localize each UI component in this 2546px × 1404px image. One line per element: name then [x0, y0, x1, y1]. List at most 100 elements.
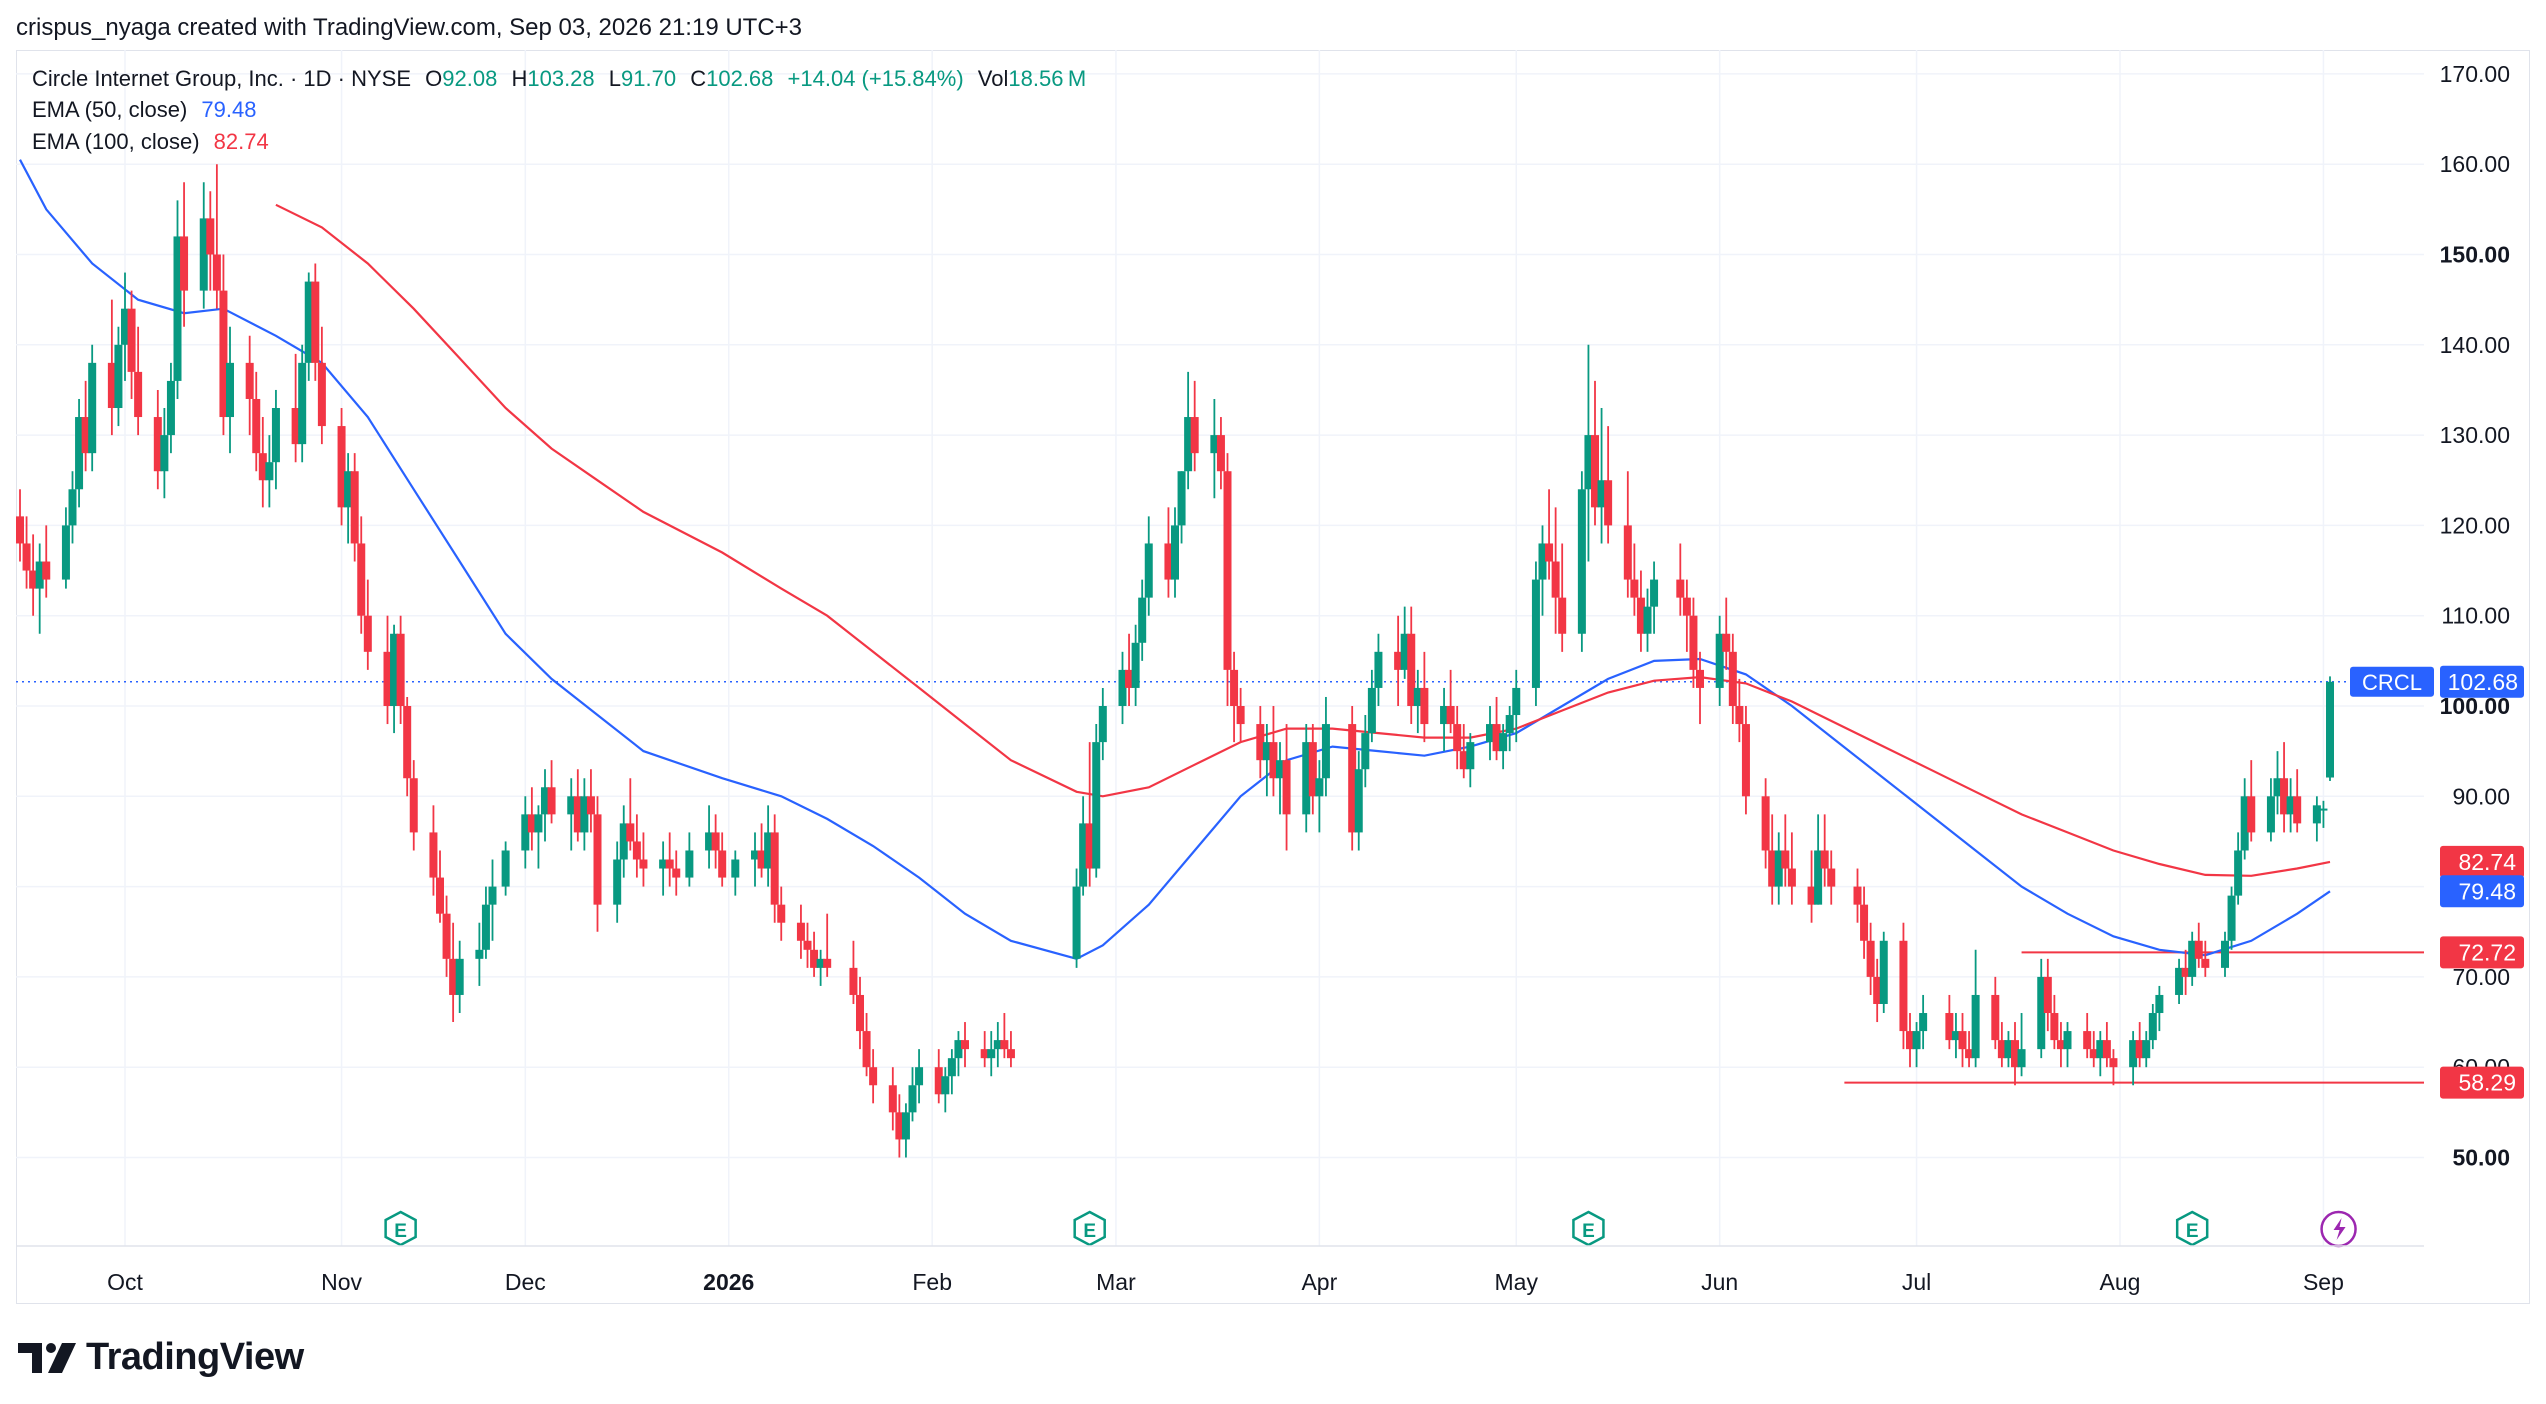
- candle: [1072, 868, 1081, 968]
- candle-body: [901, 1112, 910, 1140]
- candle-body: [862, 1031, 871, 1068]
- candle: [2063, 1022, 2072, 1068]
- candle-body: [711, 832, 720, 851]
- candle: [442, 895, 451, 977]
- symbol-title: Circle Internet Group, Inc. · 1D · NYSE: [32, 66, 412, 91]
- candle-body: [61, 525, 70, 580]
- price-labels: 82.74 79.48 72.72 58.29 CRCL 102.68: [2350, 665, 2524, 1099]
- candle: [803, 922, 812, 968]
- candle-body: [2181, 967, 2190, 977]
- candle-body: [1591, 435, 1599, 508]
- candle-body: [1781, 850, 1790, 869]
- candle-body: [1997, 1040, 2006, 1059]
- candle: [1682, 579, 1691, 652]
- earnings-icon: E: [2175, 1210, 2209, 1247]
- candle: [1774, 832, 1783, 905]
- candle: [1879, 931, 1888, 1014]
- chart-frame: [16, 50, 2530, 1304]
- candle-body: [501, 850, 510, 887]
- legend-ema50[interactable]: EMA (50, close) 79.48: [32, 97, 264, 123]
- candle: [810, 931, 819, 977]
- close-value: 102.68: [706, 66, 774, 91]
- candle: [1623, 471, 1632, 598]
- candle: [1184, 371, 1193, 490]
- candle-body: [961, 1040, 969, 1050]
- candle-body: [1774, 850, 1783, 887]
- candle-body: [166, 380, 175, 436]
- candle: [1958, 1013, 1967, 1068]
- price-label-bg: [2440, 875, 2524, 908]
- candle: [173, 200, 182, 399]
- candle-body: [1728, 651, 1737, 706]
- candle-body: [1190, 417, 1199, 454]
- candle-body: [619, 823, 628, 860]
- candle-body: [2286, 796, 2295, 815]
- candle: [764, 805, 773, 887]
- candle: [1492, 696, 1501, 761]
- candle-body: [1853, 886, 1862, 905]
- candle-body: [2050, 1013, 2059, 1041]
- y-tick-label: 90.00: [2452, 783, 2510, 809]
- candle-body: [1321, 724, 1330, 779]
- candle-body: [751, 850, 759, 860]
- low-value: 91.70: [621, 66, 677, 91]
- candle-body: [363, 615, 372, 652]
- candle: [1604, 426, 1613, 544]
- x-tick-label: Oct: [107, 1269, 143, 1295]
- candle: [1814, 814, 1823, 905]
- candle-body: [731, 859, 740, 878]
- candle-body: [1374, 651, 1383, 688]
- candle-body: [114, 344, 123, 409]
- candle: [1282, 724, 1291, 851]
- tradingview-logo[interactable]: TradingView: [18, 1336, 304, 1379]
- candle-body: [1276, 760, 1284, 779]
- candle-body: [180, 236, 189, 291]
- candle-body: [226, 362, 234, 418]
- open-label: O: [425, 66, 443, 91]
- legend-ema100[interactable]: EMA (100, close) 82.74: [32, 129, 277, 155]
- high-label: H: [511, 66, 528, 91]
- candle-body: [2234, 850, 2243, 896]
- candle-body: [1558, 597, 1567, 634]
- candle-body: [856, 994, 864, 1032]
- candle-body: [980, 1049, 989, 1059]
- candle-body: [987, 1049, 996, 1059]
- candle: [357, 516, 366, 634]
- candle: [501, 841, 510, 896]
- candle: [1531, 561, 1540, 706]
- candle-body: [1623, 525, 1632, 580]
- legend-ohlc[interactable]: Circle Internet Group, Inc. · 1D · NYSE …: [32, 66, 1094, 92]
- candle: [993, 1022, 1002, 1068]
- candle: [1787, 832, 1796, 905]
- ema100-value: 82.74: [213, 129, 269, 154]
- candle: [1118, 651, 1127, 725]
- candle: [862, 1013, 871, 1077]
- candlestick-chart[interactable]: E E E E 170.00 160.00 150.00 140.00 130.00 120.0…: [0, 0, 2546, 1320]
- candle: [344, 453, 353, 544]
- candle: [2142, 1031, 2151, 1068]
- candle-body: [1085, 823, 1094, 869]
- candle: [1577, 471, 1586, 652]
- candle-body: [869, 1067, 878, 1086]
- candle-body: [29, 570, 38, 589]
- candle: [114, 326, 123, 427]
- price-label-bg: [2440, 936, 2524, 969]
- candle: [2089, 1031, 2098, 1068]
- candle-body: [1361, 733, 1370, 770]
- candle: [1919, 994, 1928, 1050]
- candle: [1741, 706, 1750, 815]
- candle: [363, 579, 372, 670]
- candle: [153, 389, 162, 490]
- price-label-bg: [2440, 845, 2524, 878]
- candle-body: [672, 868, 681, 878]
- candle: [1321, 696, 1330, 797]
- candle-body: [810, 949, 819, 968]
- y-tick-label: 130.00: [2440, 422, 2510, 448]
- candle-body: [632, 841, 641, 860]
- candle-body: [947, 1058, 956, 1077]
- x-tick-label: Apr: [1301, 1269, 1337, 1295]
- candle-body: [2194, 940, 2203, 959]
- candle: [1420, 651, 1429, 743]
- candle: [1597, 408, 1606, 544]
- volume-value: 18.56: [1008, 66, 1064, 91]
